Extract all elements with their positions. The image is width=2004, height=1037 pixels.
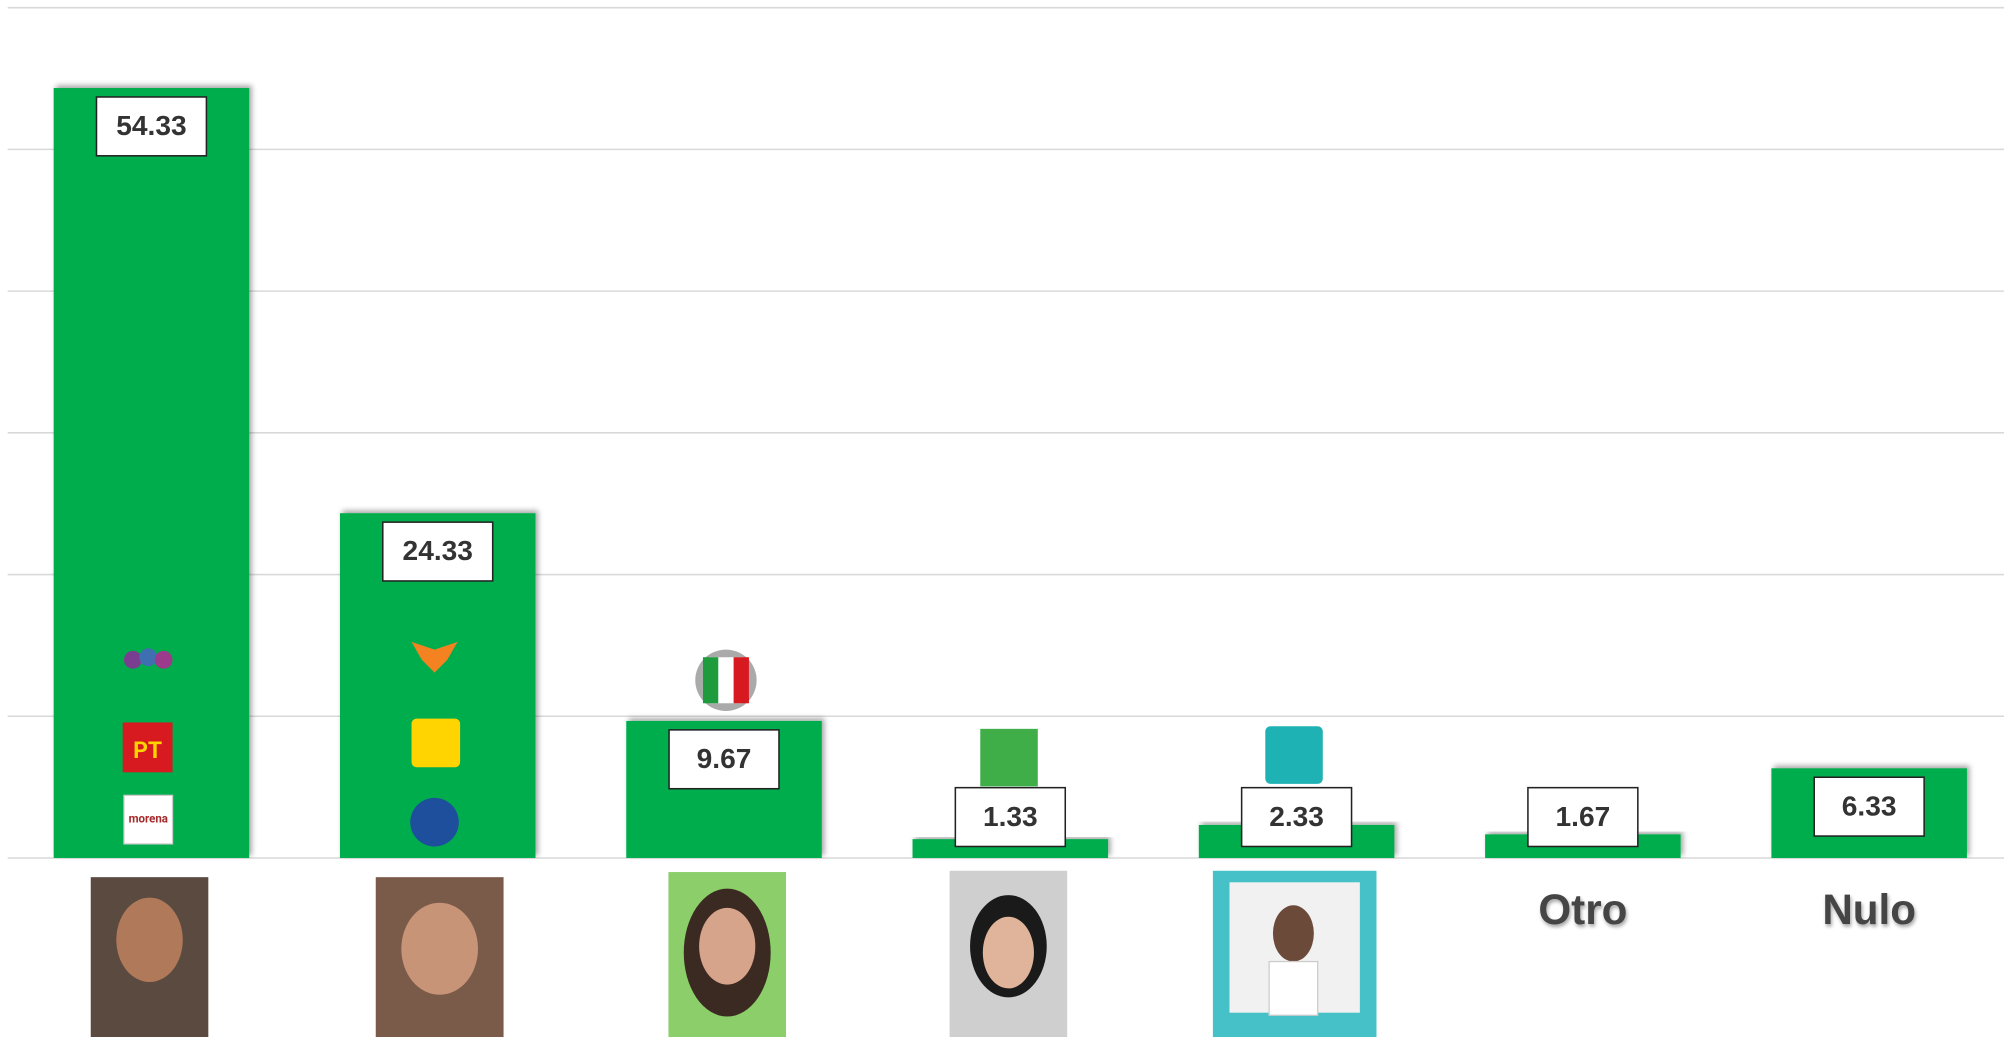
value-label: 2.33 bbox=[1269, 801, 1324, 832]
value-label: 1.33 bbox=[983, 801, 1038, 832]
x-tick-label: Otro bbox=[1538, 886, 1627, 933]
value-label: 9.67 bbox=[697, 743, 752, 774]
x-tick-label: Nulo bbox=[1822, 886, 1916, 933]
svg-text:PT: PT bbox=[133, 737, 162, 764]
chart: PT morena 54.33 24.33 9.67 1.33 2.33 1.67 Otro… bbox=[0, 0, 2004, 1037]
page: {"chart_data": {"type": "bar", "categori… bbox=[0, 0, 2004, 1037]
value-label: 1.67 bbox=[1556, 801, 1611, 832]
svg-text:morena: morena bbox=[129, 812, 168, 826]
value-label: 6.33 bbox=[1842, 790, 1897, 821]
candidate-photo bbox=[91, 871, 1377, 1037]
value-label: 24.33 bbox=[403, 535, 473, 566]
value-label: 54.33 bbox=[116, 110, 186, 141]
